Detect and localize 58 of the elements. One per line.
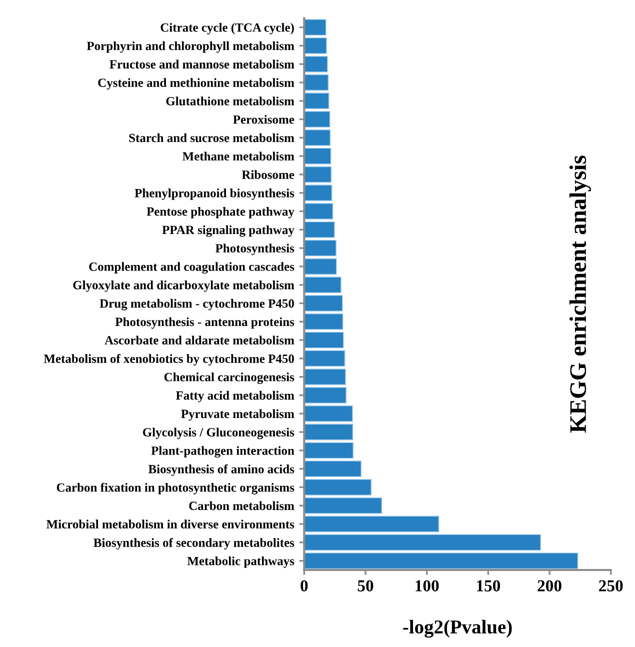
y-tick-label: Glutathione metabolism [166,96,294,106]
bar [304,368,346,386]
bar [304,184,332,202]
bar [304,276,342,294]
y-tick-label: Carbon fixation in photosynthetic organisms [56,482,294,494]
bar [304,313,344,330]
x-tick-label: 0 [300,580,308,592]
bar [304,19,326,36]
y-tick-label: Biosynthesis of amino acids [148,464,294,476]
y-tick-label: Glycolysis / Gluconeogenesis [142,428,294,440]
y-tick-label: Porphyrin and chlorophyll metabolism [86,41,294,53]
y-tick-label: Citrate cycle (TCA cycle) [160,22,294,34]
bar [304,497,382,514]
bar [304,552,578,570]
text: KEGG enrichment analysis [569,156,591,433]
y-tick-label: Microbial metabolism in diverse environments [46,520,294,528]
y-tick-label: Pyruvate metabolism [181,409,294,421]
x-tick-label: 150 [477,580,500,592]
y-tick-label: Methane metabolism [182,152,294,161]
y-tick-label: Drug metabolism - cytochrome P450 [100,298,294,310]
bar [304,387,347,404]
y-tick-label: Phenylpropanoid biosynthesis [134,188,294,200]
x-tick-label: 200 [538,580,562,592]
y-tick-label: Fatty acid metabolism [176,390,294,402]
x-axis-title: -log2(Pvalue) [403,620,512,638]
bar [304,460,362,478]
bar [304,405,353,422]
y-tick-label: Cysteine and methionine metabolism [98,78,294,90]
y-tick-label: PPAR signaling pathway [162,225,294,237]
bar [304,56,328,72]
y-tick-label: Peroxisome [233,114,294,124]
y-tick-label: Plant-pathogen interaction [151,446,294,458]
y-tick-label: Chemical carcinogenesis [164,372,294,384]
y-tick-label: Photosynthesis [215,244,294,256]
bar [304,37,327,54]
x-tick-label: 50 [358,580,374,592]
y-tick-label: Pentose phosphate pathway [146,206,294,218]
y-tick-label: Fructose and mannose metabolism [110,60,294,69]
bar [304,203,334,220]
y-tick-label: Metabolism of xenobiotics by cytochrome P450 [44,354,294,366]
y-tick-label: Ascorbate and aldarate metabolism [104,336,294,345]
y-tick-label: Biosynthesis of secondary metabolites [94,538,294,550]
bar [304,92,330,110]
x-tick-label: 100 [416,580,439,592]
bar [304,221,335,238]
x-tick-label: 250 [599,580,623,592]
y-tick-label: Photosynthesis - antenna proteins [115,317,294,329]
bar [304,129,331,146]
y-tick-label: Glyoxylate and dicarboxylate metabolism [73,280,294,292]
bar [304,478,372,496]
y-tick-label: Metabolic pathways [187,556,294,568]
y-tick-label: Carbon metabolism [189,501,294,510]
y-tick-label: Starch and sucrose metabolism [129,133,294,142]
y-tick-label: Ribosome [242,170,294,179]
bar [304,74,329,91]
bar [304,295,343,312]
bar [304,111,330,128]
y-tick-label: Complement and coagulation cascades [89,262,294,274]
